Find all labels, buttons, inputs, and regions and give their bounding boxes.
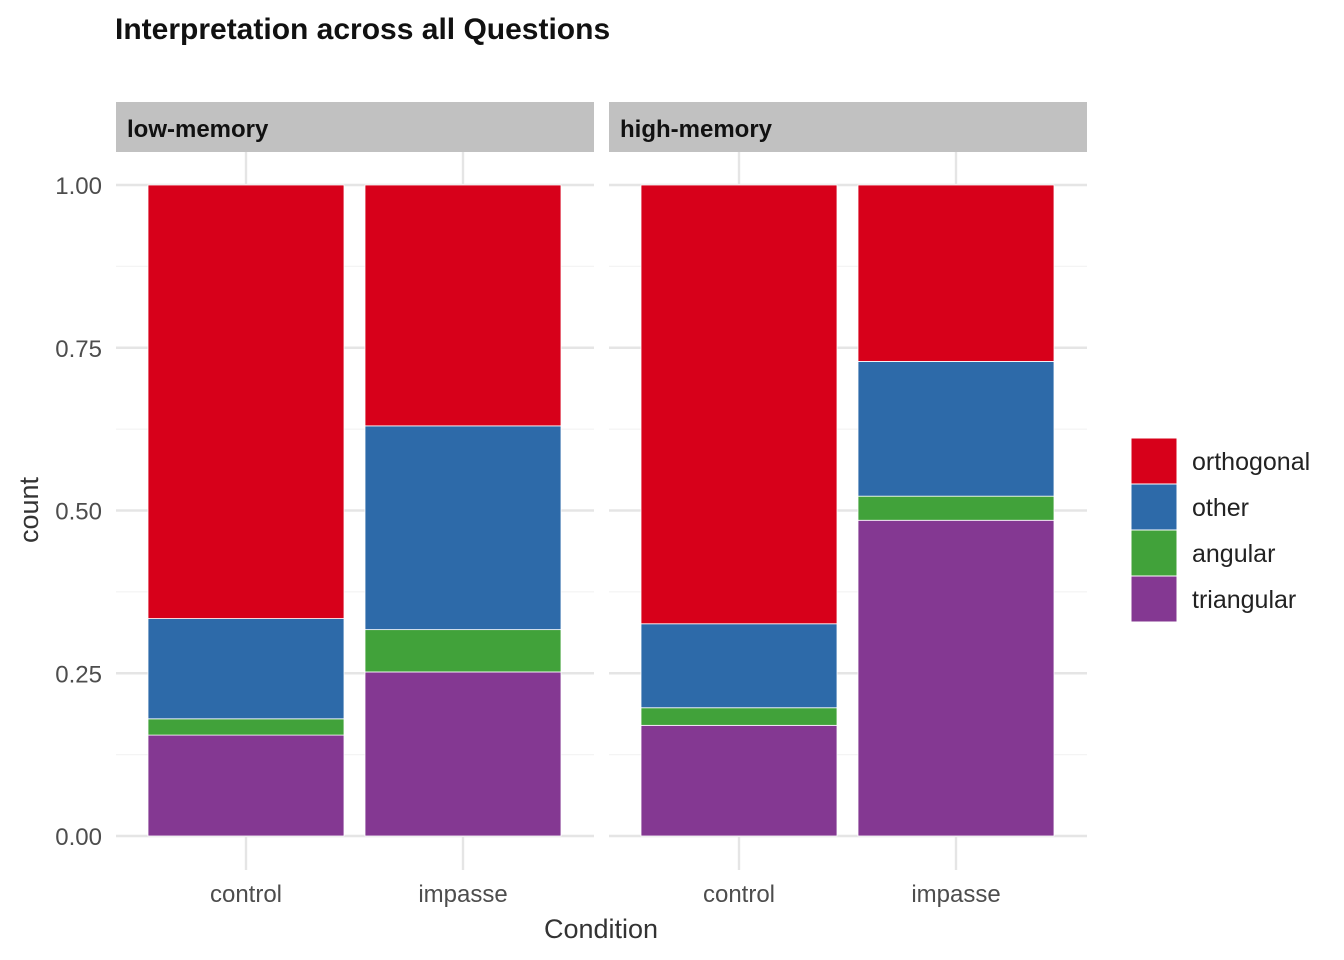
- bar-impasse-angular: [857, 495, 1055, 521]
- legend-label: other: [1192, 494, 1249, 522]
- bars: [147, 184, 562, 837]
- legend-swatch: [1130, 483, 1178, 531]
- legend-item-angular: angular: [1130, 529, 1275, 577]
- bar-impasse-orthogonal: [364, 184, 562, 427]
- x-tick-label: control: [210, 881, 282, 908]
- legend-swatch: [1130, 437, 1178, 485]
- y-axis: 0.00 0.25 0.50 0.75 1.00: [55, 173, 102, 851]
- legend-label: angular: [1192, 540, 1275, 568]
- bar-control-angular: [147, 718, 345, 736]
- facet-strip: [116, 102, 594, 152]
- bar-impasse-orthogonal: [857, 184, 1055, 362]
- chart-title: Interpretation across all Questions: [115, 13, 610, 46]
- y-tick-label: 1.00: [55, 173, 102, 200]
- bar-control-angular: [640, 707, 838, 726]
- legend-item-orthogonal: orthogonal: [1130, 437, 1310, 485]
- legend-label: orthogonal: [1192, 448, 1310, 476]
- bar-impasse-angular: [364, 629, 562, 673]
- y-axis-title: count: [14, 476, 44, 543]
- legend-label: triangular: [1192, 586, 1296, 614]
- bar-control-triangular: [640, 724, 838, 837]
- y-tick-label: 0.50: [55, 499, 102, 526]
- bar-impasse-triangular: [364, 671, 562, 837]
- legend-swatch: [1130, 529, 1178, 577]
- bar-impasse-other: [857, 361, 1055, 497]
- bar-impasse-other: [364, 425, 562, 631]
- facet-strip: [609, 102, 1087, 152]
- facet-panels: low-memory control impasse high-memory contr…: [116, 102, 1087, 908]
- facet-label: high-memory: [620, 116, 773, 143]
- x-axis-title: Condition: [544, 914, 658, 944]
- facet-label: low-memory: [127, 116, 269, 143]
- bar-control-triangular: [147, 734, 345, 837]
- legend-item-other: other: [1130, 483, 1249, 531]
- legend-swatch: [1130, 575, 1178, 623]
- legend: orthogonal other angular triangular: [1130, 437, 1310, 623]
- bar-impasse-triangular: [857, 519, 1055, 837]
- bars: [640, 184, 1055, 837]
- y-tick-label: 0.75: [55, 336, 102, 363]
- bar-control-orthogonal: [640, 184, 838, 625]
- bar-control-other: [147, 618, 345, 720]
- y-tick-label: 0.00: [55, 824, 102, 851]
- x-tick-label: control: [703, 881, 775, 908]
- legend-item-triangular: triangular: [1130, 575, 1296, 623]
- bar-control-other: [640, 623, 838, 709]
- panel-high-memory: high-memory control impasse: [609, 102, 1087, 908]
- x-tick-label: impasse: [418, 881, 507, 908]
- y-tick-label: 0.25: [55, 661, 102, 688]
- panel-low-memory: low-memory control impasse: [116, 102, 594, 908]
- x-tick-label: impasse: [911, 881, 1000, 908]
- bar-control-orthogonal: [147, 184, 345, 619]
